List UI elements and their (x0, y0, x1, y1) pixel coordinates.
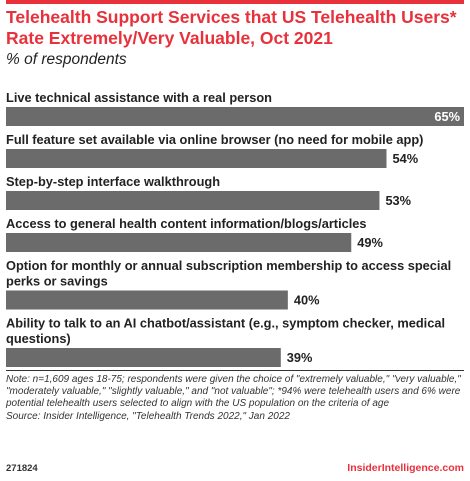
footer-note: Note: n=1,609 ages 18-75; respondents we… (6, 374, 461, 423)
value-label: 54% (392, 151, 418, 166)
category-label: Live technical assistance with a real pe… (6, 90, 272, 105)
bar (6, 191, 380, 210)
category-label: Full feature set available via online br… (6, 132, 423, 147)
top-accent-rule (6, 0, 464, 4)
bar (6, 149, 387, 168)
chart-title: Telehealth Support Services that US Tele… (6, 7, 457, 48)
bar (6, 348, 281, 367)
category-label: Step-by-step interface walkthrough (6, 174, 220, 189)
value-label: 40% (294, 293, 320, 308)
value-label: 53% (385, 193, 411, 208)
category-label: questions) (6, 331, 71, 346)
bar-chart: Live technical assistance with a real pe… (6, 90, 464, 367)
brand-link[interactable]: InsiderIntelligence.com (347, 462, 464, 474)
footer-divider (6, 370, 464, 371)
source-text: Source: Insider Intelligence, "Telehealt… (6, 410, 290, 422)
bar (6, 107, 464, 126)
bar (6, 290, 288, 310)
value-label: 49% (357, 235, 383, 250)
value-label: 65% (434, 109, 460, 124)
bar (6, 233, 352, 252)
category-label: Ability to talk to an AI chatbot/assista… (6, 316, 445, 331)
category-label: Access to general health content informa… (6, 216, 367, 231)
category-label: Option for monthly or annual subscriptio… (6, 258, 451, 273)
category-label: perks or savings (6, 274, 108, 289)
value-label: 39% (287, 350, 313, 365)
note-text: Note: n=1,609 ages 18-75; respondents we… (6, 374, 461, 410)
chart-id: 271824 (6, 463, 38, 474)
chart-subtitle: % of respondents (6, 51, 127, 68)
